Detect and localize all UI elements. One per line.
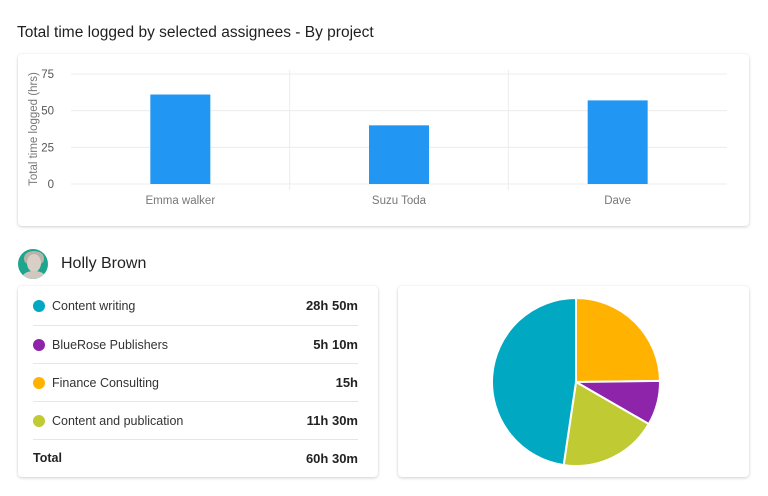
pie-slice (491, 296, 577, 467)
x-category-label: Emma walker (146, 195, 216, 207)
legend-dot-icon (33, 376, 45, 389)
project-time: 11h 30m (306, 413, 358, 428)
pie-slice (575, 296, 662, 384)
pie-slice (562, 380, 651, 467)
legend-dot-icon (33, 338, 45, 351)
y-axis-label: Total time logged (hrs) (28, 72, 40, 186)
project-label: Content and publication (52, 413, 184, 428)
project-time-list: Content writing 28h 50m BlueRose Publish… (18, 286, 378, 477)
legend-dot-icon (33, 299, 45, 312)
legend-dot-icon (33, 414, 45, 427)
assignee-name: Holly Brown (61, 255, 147, 272)
project-label: Finance Consulting (52, 375, 160, 390)
y-tick-label: 0 (48, 179, 54, 191)
project-label: Content writing (52, 298, 136, 313)
pie-chart-card (398, 286, 749, 477)
bar (369, 125, 429, 184)
total-row: Total 60h 30m (33, 440, 358, 476)
total-label: Total (33, 451, 62, 465)
project-time: 5h 10m (313, 337, 358, 352)
bar-chart: 0 25 50 75 Emma walker Suzu Toda Dave Total tim… (28, 69, 727, 207)
project-time: 28h 50m (305, 298, 358, 313)
page-title: Total time logged by selected assignees … (17, 24, 374, 41)
y-tick-label: 25 (41, 142, 54, 154)
project-label: BlueRose Publishers (52, 337, 169, 352)
y-tick-label: 50 (41, 106, 54, 118)
total-time: 60h 30m (305, 450, 358, 466)
list-item: BlueRose Publishers 5h 10m (33, 326, 358, 364)
bar (150, 94, 211, 184)
y-tick-label: 75 (41, 69, 54, 81)
bar (587, 100, 648, 184)
pie-chart (491, 296, 662, 467)
assignee-header: Holly Brown (18, 249, 146, 279)
bar-chart-card: 0 25 50 75 Emma walker Suzu Toda Dave Total tim… (18, 54, 749, 226)
list-item: Finance Consulting 15h (33, 364, 358, 402)
project-time: 15h (335, 375, 358, 390)
list-item: Content writing 28h 50m (33, 286, 358, 326)
list-item: Content and publication 11h 30m (33, 402, 358, 440)
x-category-label: Suzu Toda (372, 195, 427, 207)
avatar (18, 249, 48, 279)
x-category-label: Dave (604, 195, 631, 207)
